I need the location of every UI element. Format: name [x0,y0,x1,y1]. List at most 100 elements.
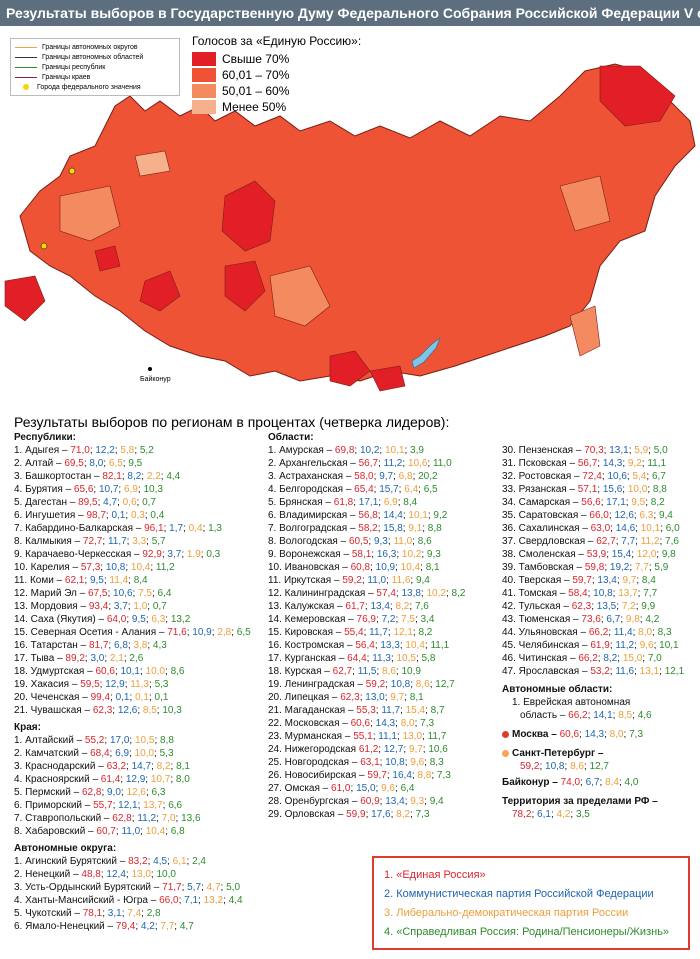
party-1-value: 61,0 [331,783,351,794]
party-2-value: 16,4 [392,770,412,781]
region-row: 14. Саха (Якутия) – 64,0; 9,5; 6,3; 13,2 [14,614,191,625]
krai-header: Края: [14,722,41,733]
party-1-value: 66,2 [568,710,588,721]
party-1-value: 64,0 [106,614,127,625]
vote-legend-item: Менее 50% [192,99,392,115]
region-name: 14. Саха (Якутия) – [14,614,105,625]
column-middle: Области: 1. Амурская – 69,8; 10,2; 10,1;… [268,432,498,821]
party-4-value: 4,4 [228,895,243,906]
region-name: 32. Ростовская – [502,471,580,482]
party-4-value: 3,9 [410,445,424,456]
region-row: 15. Северная Осетия - Алания – 71,6; 10,… [14,627,251,638]
party-2-value: 16,3 [376,549,397,560]
party-2-value: 11,7 [107,536,127,547]
party-4-value: 8,4 [133,575,148,586]
black-line-icon [15,56,37,58]
region-row: 45. Челябинская – 61,9; 11,2; 9,6; 10,1 [502,640,679,651]
party-1-value: 59,7 [367,770,387,781]
party-4-value: 0,4 [150,510,165,521]
party-1-value: 58,1 [351,549,372,560]
region-row: 39. Тамбовская – 59,8; 19,2; 7,7; 5,9 [502,562,669,573]
party-4-value: 6,7 [651,471,666,482]
region-row: 1. Амурская – 69,8; 10,2; 10,1; 3,9 [268,445,424,456]
party-1-value: 61,8 [333,497,354,508]
region-row: 12. Калининградская – 57,4; 13,8; 10,2; … [268,588,466,599]
party-2-value: 14,7 [131,761,152,772]
party-1-value: 60,8 [350,562,371,573]
region-row: 23. Мурманская – 55,1; 11,1; 13,0; 11,7 [268,731,447,742]
party-1-value: 55,4 [344,627,364,638]
party-4-value: 8,4 [403,497,418,508]
party-2-value: 10,8 [390,679,411,690]
region-name: 39. Тамбовская – [502,562,583,573]
party-4-value: 6,3 [151,787,166,798]
party-2-value: 11,0 [121,826,141,837]
spb-row-values: 59,2; 10,8; 8,6; 12,7 [520,761,609,772]
party-1-value: 66,2 [578,653,598,664]
region-name: 21. Чувашская – [14,705,91,716]
region-name: 7. Кабардино-Балкарская – [14,523,142,534]
party-2-value: 3,1 [107,908,122,919]
party-3-value: 8,6 [570,761,584,772]
region-row: 10. Ивановская – 60,8; 10,9; 10,4; 8,1 [268,562,440,573]
party-2-value: 10,8 [545,761,565,772]
party-1-value: 83,2 [128,856,148,867]
region-row: 6. Ингушетия – 98,7; 0,1; 0,3; 0,4 [14,510,165,521]
party-1-value: 82,1 [102,471,122,482]
party-1-value: 53,2 [590,666,610,677]
region-name: 11. Иркутская – [268,575,340,586]
region-name: 9. Воронежская – [268,549,350,560]
region-row: 9. Воронежская – 58,1; 16,3; 10,2; 9,3 [268,549,441,560]
party-1-value: 56,4 [355,640,375,651]
region-name: 36. Сахалинская – [502,523,588,534]
party-2-value: 10,6 [607,471,627,482]
party-3-value: 12,6 [126,787,146,798]
party-4-value: 4,6 [637,710,652,721]
party-2-value: 1,7 [169,523,184,534]
region-bashkortostan [139,270,181,312]
okrugs-header: Автономные округа: [14,843,117,854]
republics-header: Республики: [14,432,76,443]
party-3-value: 7,7 [634,562,649,573]
party-3-value: 8,2 [396,809,411,820]
party-2-value: 10,7 [98,484,119,495]
region-name: 25. Новгородская – [268,757,358,768]
party-1-value: 93,4 [88,601,109,612]
region-tyumen [224,260,266,312]
party-1-value: 64,4 [347,653,367,664]
party-2-value: 4,7 [103,497,118,508]
party-3-value: 3,8 [133,640,148,651]
region-row: 5. Пермский – 62,8; 9,0; 12,6; 6,3 [14,787,166,798]
region-row: 25. Новгородская – 63,1; 10,8; 9,6; 8,3 [268,757,444,768]
party-4-value: 4,3 [152,640,167,651]
party-2-value: 11,2 [615,640,635,651]
party-4-value: 5,8 [421,653,436,664]
party-3-value: 10,1 [408,510,428,521]
party-2-value: 11,7 [369,627,388,638]
party-4-value: 11,7 [427,731,447,742]
party-1-value: 59,2 [365,679,386,690]
party-3-value: 7,2 [621,601,636,612]
party-4-value: 7,0 [647,653,662,664]
party-4-value: 6,6 [168,800,183,811]
party-3-value: 8,6 [381,666,396,677]
region-name: 23. Мурманская – [268,731,351,742]
region-row: 7. Ставропольский – 62,8; 11,2; 7,0; 13,… [14,813,201,824]
party-2-value: 9,5 [131,614,146,625]
region-name: 1. Агинский Бурятский – [14,856,126,867]
region-caucasus [4,275,46,322]
party-1-value: 74,0 [560,777,581,788]
region-name: 3. Астраханская – [268,471,352,482]
party-4-value: 8,2 [418,627,433,638]
region-name: 46. Читинская – [502,653,576,664]
party-4-value: 11,2 [155,562,175,573]
region-row: 26. Новосибирская – 59,7; 16,4; 8,8; 7,3 [268,770,451,781]
party-3-value: 8,2 [395,601,410,612]
region-row: 5. Дагестан – 89,5; 4,7; 0,6; 0,7 [14,497,156,508]
party-4-value: 5,3 [154,679,169,690]
oblasts-list-a: 1. Амурская – 69,8; 10,2; 10,1; 3,9 2. Ар… [268,444,498,821]
abroad-row-name: Территория за пределами РФ – [502,795,700,808]
party-1-value: 59,7 [572,575,592,586]
region-name: 2. Архангельская – [268,458,356,469]
region-row: 6. Приморский – 55,7; 12,1; 13,7; 6,6 [14,800,183,811]
